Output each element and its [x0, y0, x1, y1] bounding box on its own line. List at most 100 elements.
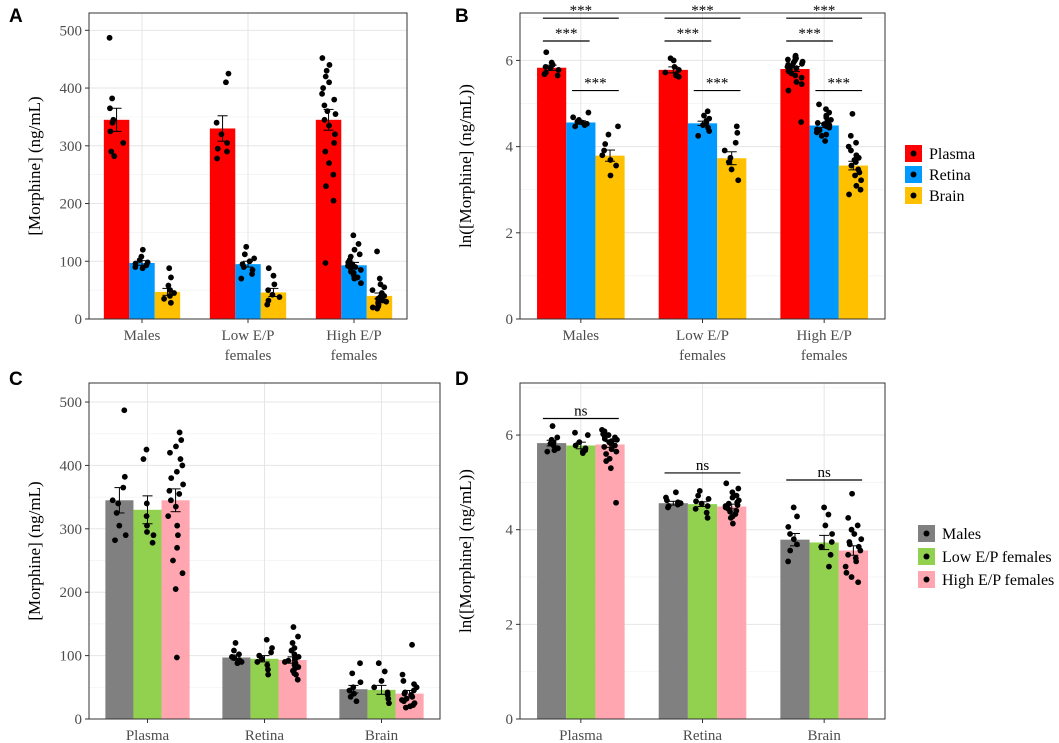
data-point: [172, 503, 179, 510]
data-point: [612, 442, 618, 449]
data-point: [615, 123, 621, 130]
data-point: [798, 74, 805, 81]
data-point: [293, 671, 299, 678]
x-tick-label: Brain: [808, 728, 842, 743]
bar: [838, 165, 868, 319]
data-point: [259, 655, 265, 662]
data-point: [613, 448, 620, 455]
data-point: [787, 547, 794, 554]
data-point: [322, 73, 329, 80]
bar: [222, 657, 251, 719]
legend-dot: [923, 530, 930, 537]
bar: [209, 128, 236, 319]
bar: [809, 125, 839, 319]
data-point: [704, 514, 711, 521]
data-point: [828, 539, 835, 545]
data-point: [818, 543, 825, 550]
x-tick-label: Low E/P females: [222, 328, 275, 364]
x-tick-label: Males: [124, 328, 161, 344]
significance-label: ns: [817, 465, 831, 481]
data-point: [675, 73, 682, 80]
bar: [250, 658, 279, 719]
data-point: [798, 119, 805, 125]
legend-dot: [923, 576, 930, 583]
data-point: [665, 504, 671, 511]
data-point: [693, 498, 699, 505]
data-point: [735, 177, 742, 184]
x-tick-label-line: females: [225, 348, 272, 364]
significance-label: ***: [555, 26, 578, 42]
data-point: [551, 447, 558, 454]
y-tick-label: 200: [60, 197, 83, 213]
data-point: [675, 66, 682, 73]
data-point: [728, 166, 735, 173]
data-point: [349, 670, 356, 677]
data-point: [122, 532, 129, 539]
data-point: [144, 522, 150, 529]
x-tick-label-line: Low E/P: [676, 328, 729, 344]
data-point: [115, 500, 122, 507]
x-tick-label-line: Plasma: [126, 728, 170, 743]
data-point: [374, 248, 380, 255]
data-point: [282, 659, 288, 665]
data-point: [855, 154, 862, 161]
data-point: [799, 60, 805, 67]
data-point: [271, 281, 278, 288]
data-point: [347, 693, 354, 700]
data-point: [816, 101, 822, 108]
data-point: [409, 693, 416, 700]
data-point: [376, 275, 383, 282]
data-point: [701, 112, 707, 119]
y-axis-title: ln([Morphine] (ng/mL)): [456, 84, 475, 248]
data-point: [784, 56, 791, 63]
data-point: [291, 651, 298, 658]
data-point: [400, 698, 407, 705]
legend-dot: [910, 171, 917, 178]
data-point: [176, 491, 183, 497]
data-point: [845, 514, 852, 521]
bar: [717, 158, 747, 319]
data-point: [671, 63, 678, 70]
x-tick-label-line: females: [801, 348, 848, 364]
data-point: [599, 152, 606, 159]
data-point: [214, 145, 221, 152]
data-point: [352, 264, 359, 270]
data-point: [231, 655, 238, 662]
significance-label: ***: [570, 3, 593, 19]
data-point: [290, 624, 297, 630]
data-point: [167, 287, 173, 294]
data-point: [175, 532, 181, 539]
data-point: [827, 551, 834, 558]
y-tick-label: 400: [60, 458, 83, 474]
data-point: [324, 108, 331, 115]
data-point: [856, 169, 863, 176]
legend-label: Low E/P females: [942, 549, 1052, 566]
data-point: [549, 423, 556, 429]
y-axis-title: [Morphine] (ng/mL): [25, 481, 44, 620]
x-tick-label: Brain: [365, 728, 399, 743]
y-tick-label: 0: [75, 712, 83, 728]
data-point: [544, 448, 551, 455]
data-point: [143, 513, 150, 520]
data-point: [168, 274, 174, 281]
data-point: [355, 241, 362, 247]
data-point: [572, 442, 579, 449]
data-point: [167, 449, 173, 456]
data-point: [168, 475, 175, 481]
data-point: [351, 246, 358, 253]
data-point: [814, 120, 821, 126]
data-point: [136, 257, 143, 264]
data-point: [332, 131, 338, 138]
data-point: [174, 544, 180, 551]
bar: [780, 69, 810, 319]
data-point: [249, 271, 255, 277]
data-point: [409, 641, 415, 648]
data-point: [826, 563, 832, 570]
panel-letter: D: [455, 369, 469, 390]
panel-letter: A: [9, 6, 23, 27]
data-point: [733, 123, 740, 130]
data-point: [165, 513, 172, 520]
legend-label: Males: [942, 526, 981, 543]
data-point: [381, 284, 388, 291]
significance-label: ***: [706, 76, 729, 92]
